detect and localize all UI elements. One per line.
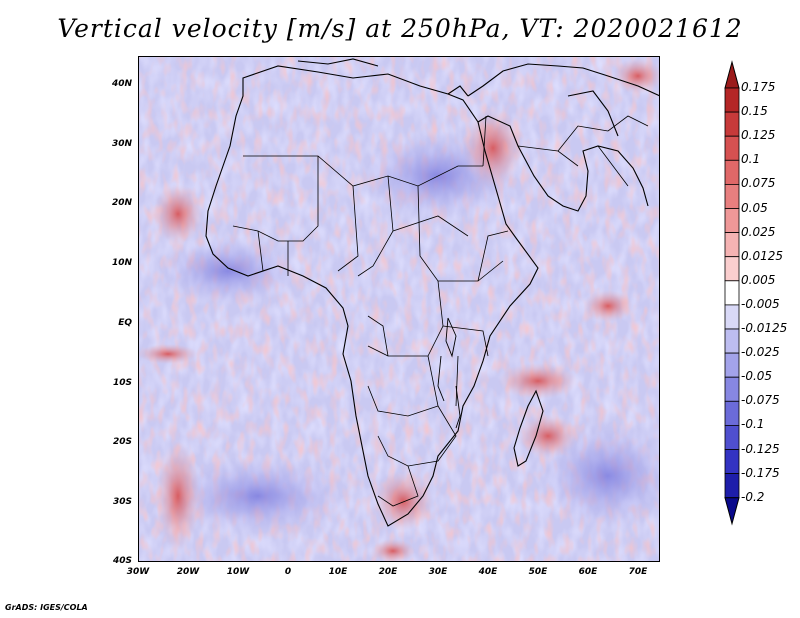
colorbar-swatch — [724, 184, 740, 209]
colorbar-swatch — [724, 449, 740, 475]
red-ascent-region — [463, 108, 523, 188]
lon-label: 60E — [578, 567, 598, 577]
map-title: Vertical velocity [m/s] at 250hPa, VT: 2… — [57, 14, 743, 43]
colorbar-label: -0.05 — [741, 369, 773, 384]
colorbar-label: -0.2 — [741, 489, 765, 504]
lat-label: 10S — [112, 378, 132, 388]
colorbar-label: 0.15 — [741, 104, 768, 119]
colorbar-label: 0.1 — [741, 152, 761, 167]
lon-label: 40E — [478, 567, 498, 577]
footer-credit: GrADS: IGES/COLA — [5, 603, 88, 612]
lat-label: 30S — [112, 497, 132, 507]
colorbar-label: 0.025 — [741, 224, 776, 239]
colorbar-label: 0.125 — [741, 128, 776, 143]
red-ascent-region — [153, 184, 203, 244]
blue-descent-region — [168, 456, 348, 536]
colorbar-swatch — [724, 376, 740, 402]
red-ascent-region — [498, 363, 578, 399]
lat-label: 20N — [111, 198, 132, 208]
lon-label: 0 — [284, 567, 292, 577]
lon-label: 70E — [628, 567, 648, 577]
colorbar-swatch — [724, 256, 740, 282]
colorbar-swatch — [724, 135, 740, 161]
red-ascent-region — [138, 344, 198, 364]
lon-label: 20W — [176, 567, 200, 577]
colorbar-swatch — [724, 352, 740, 378]
red-ascent-region — [518, 414, 578, 458]
colorbar-label: 0.05 — [741, 200, 768, 215]
red-ascent-region — [371, 539, 415, 562]
vertical-velocity-field — [138, 56, 660, 562]
colorbar-swatch — [724, 111, 740, 137]
lat-label: 30N — [111, 139, 132, 149]
colorbar-label: -0.005 — [741, 296, 780, 311]
great-lakes — [437, 317, 461, 429]
colorbar-label: -0.025 — [741, 345, 780, 360]
red-ascent-region — [613, 58, 660, 94]
colorbar-swatch — [724, 328, 740, 354]
colorbar-label: -0.125 — [741, 441, 780, 456]
map-frame[interactable] — [138, 56, 660, 562]
colorbar-label: -0.0125 — [741, 321, 788, 335]
colorbar-label: -0.1 — [741, 417, 765, 432]
lat-label: 40N — [111, 79, 132, 89]
lon-label: 30W — [126, 567, 150, 577]
red-ascent-region — [156, 441, 200, 551]
coastline-africa — [205, 58, 660, 527]
red-ascent-region — [583, 290, 633, 322]
colorbar-swatch — [724, 87, 740, 113]
colorbar-label: -0.175 — [741, 465, 780, 480]
lon-label: 50E — [528, 567, 548, 577]
lat-label: 20S — [112, 437, 132, 447]
colorbar-swatch — [724, 304, 740, 330]
red-ascent-region — [373, 471, 433, 531]
lat-label: 10N — [111, 258, 132, 268]
colorbar-label: 0.075 — [741, 176, 776, 191]
colorbar-swatch — [724, 473, 740, 499]
colorbar-label: -0.075 — [741, 393, 780, 408]
colorbar-bottom-arrow — [724, 497, 740, 526]
colorbar-label: 0.005 — [741, 272, 776, 287]
colorbar — [724, 60, 740, 526]
lat-label: EQ — [118, 318, 132, 328]
country-borders — [232, 115, 649, 507]
madagascar-coast — [513, 389, 544, 467]
lon-label: 30E — [428, 567, 448, 577]
lat-label: 40S — [112, 556, 132, 566]
colorbar-swatch — [724, 208, 740, 234]
colorbar-swatch — [724, 424, 740, 450]
colorbar-swatch — [724, 159, 740, 185]
blue-descent-region — [158, 236, 298, 306]
lon-label: 10E — [328, 567, 348, 577]
lon-label: 20E — [378, 567, 398, 577]
colorbar-label: 0.0125 — [741, 248, 783, 263]
lon-label: 10W — [226, 567, 250, 577]
colorbar-swatch — [724, 232, 740, 258]
colorbar-label: 0.175 — [741, 80, 776, 94]
colorbar-swatch — [724, 280, 740, 306]
colorbar-swatch — [724, 400, 740, 426]
colorbar-top-arrow — [724, 60, 740, 89]
